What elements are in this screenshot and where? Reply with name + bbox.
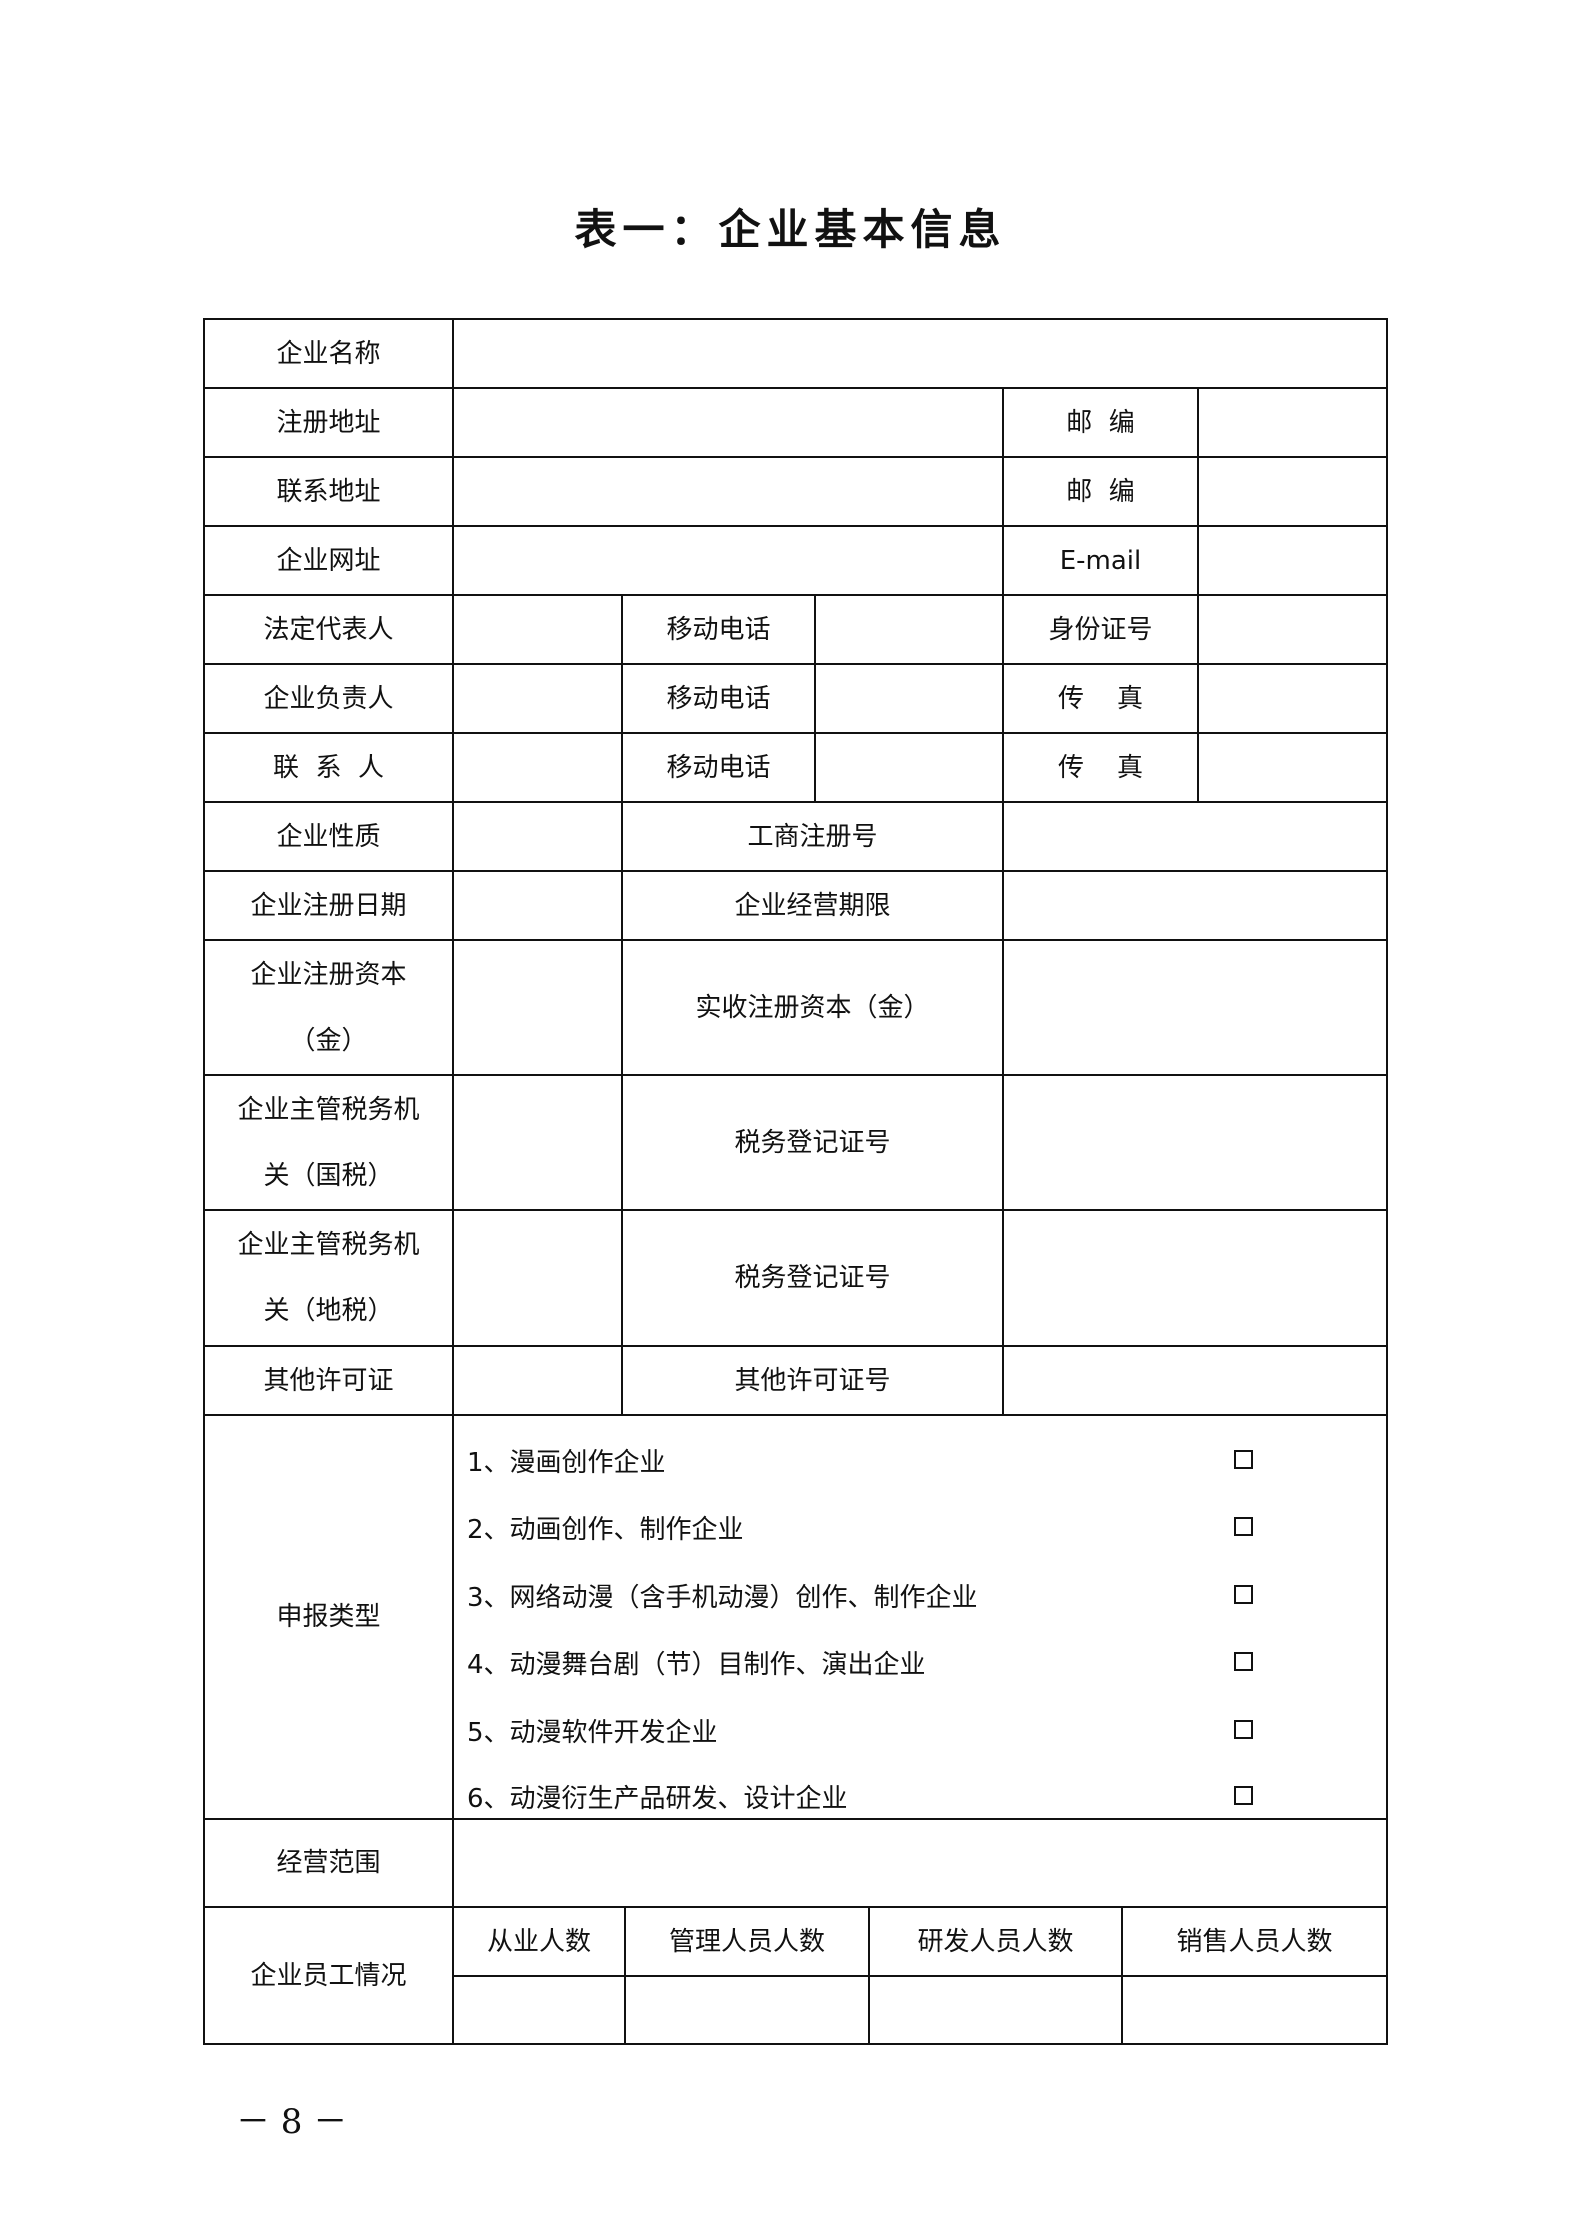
staff-header: 管理人员人数 (624, 1906, 870, 1977)
reg-date-field[interactable] (452, 870, 623, 941)
postcode-field[interactable] (1197, 387, 1388, 458)
staff-header: 研发人员人数 (868, 1906, 1123, 1977)
reg-address-field[interactable] (452, 387, 1004, 458)
fax-label: 传 真 (1002, 663, 1199, 734)
term-label: 企业经营期限 (621, 870, 1004, 941)
mobile-field[interactable] (814, 594, 1004, 665)
mobile-field[interactable] (814, 663, 1004, 734)
paid-capital-field[interactable] (1002, 939, 1388, 1076)
website-field[interactable] (452, 525, 1004, 596)
paid-capital-label: 实收注册资本（金） (621, 939, 1004, 1076)
declaration-item-checkbox[interactable] (1234, 1517, 1253, 1536)
fax-field[interactable] (1197, 663, 1388, 734)
business-scope-label: 经营范围 (203, 1818, 454, 1908)
declaration-item-checkbox[interactable] (1234, 1450, 1253, 1469)
tax-reg-no-field[interactable] (1002, 1074, 1388, 1211)
contact-person-field[interactable] (452, 732, 623, 803)
contact-address-field[interactable] (452, 456, 1004, 527)
manager-label: 企业负责人 (203, 663, 454, 734)
declaration-item-label: 4、动漫舞台剧（节）目制作、演出企业 (467, 1650, 926, 1680)
postcode-field[interactable] (1197, 456, 1388, 527)
nature-field[interactable] (452, 801, 623, 872)
declaration-item-checkbox[interactable] (1234, 1652, 1253, 1671)
term-field[interactable] (1002, 870, 1388, 941)
other-license-no-field[interactable] (1002, 1345, 1388, 1416)
staff-count-field[interactable] (624, 1975, 870, 2045)
mobile-field[interactable] (814, 732, 1004, 803)
reg-date-label: 企业注册日期 (203, 870, 454, 941)
reg-capital-field[interactable] (452, 939, 623, 1076)
nature-label: 企业性质 (203, 801, 454, 872)
tax-reg-no-field[interactable] (1002, 1209, 1388, 1347)
tax-national-label: 企业主管税务机 关（国税） (203, 1074, 454, 1211)
tax-reg-no-label: 税务登记证号 (621, 1074, 1004, 1211)
staff-header: 从业人数 (452, 1906, 626, 1977)
tax-national-field[interactable] (452, 1074, 623, 1211)
contact-person-label: 联 系 人 (203, 732, 454, 803)
id-number-field[interactable] (1197, 594, 1388, 665)
mobile-label: 移动电话 (621, 732, 816, 803)
postcode-label: 邮 编 (1002, 387, 1199, 458)
mobile-label: 移动电话 (621, 594, 816, 665)
declaration-item-label: 1、漫画创作企业 (467, 1448, 666, 1478)
staff-count-field[interactable] (452, 1975, 626, 2045)
other-license-label: 其他许可证 (203, 1345, 454, 1416)
legal-rep-label: 法定代表人 (203, 594, 454, 665)
company-name-field[interactable] (452, 318, 1388, 389)
contact-address-label: 联系地址 (203, 456, 454, 527)
website-label: 企业网址 (203, 525, 454, 596)
declaration-item-label: 3、网络动漫（含手机动漫）创作、制作企业 (467, 1583, 978, 1613)
biz-reg-no-label: 工商注册号 (621, 801, 1004, 872)
business-scope-field[interactable] (452, 1818, 1388, 1908)
staff-header: 销售人员人数 (1121, 1906, 1388, 1977)
declaration-item-checkbox[interactable] (1234, 1585, 1253, 1604)
reg-capital-label: 企业注册资本 （金） (203, 939, 454, 1076)
declaration-item-label: 6、动漫衍生产品研发、设计企业 (467, 1784, 848, 1814)
fax-label: 传 真 (1002, 732, 1199, 803)
postcode-label: 邮 编 (1002, 456, 1199, 527)
declaration-item-checkbox[interactable] (1234, 1720, 1253, 1739)
tax-local-label: 企业主管税务机 关（地税） (203, 1209, 454, 1347)
other-license-no-label: 其他许可证号 (621, 1345, 1004, 1416)
page-number: － 8 － (236, 2102, 348, 2142)
fax-field[interactable] (1197, 732, 1388, 803)
other-license-field[interactable] (452, 1345, 623, 1416)
legal-rep-field[interactable] (452, 594, 623, 665)
reg-address-label: 注册地址 (203, 387, 454, 458)
declaration-item-label: 2、动画创作、制作企业 (467, 1515, 744, 1545)
declaration-type-label: 申报类型 (203, 1414, 454, 1820)
tax-local-field[interactable] (452, 1209, 623, 1347)
declaration-item-label: 5、动漫软件开发企业 (467, 1718, 718, 1748)
staff-count-field[interactable] (868, 1975, 1123, 2045)
email-label: E-mail (1002, 525, 1199, 596)
tax-reg-no-label: 税务登记证号 (621, 1209, 1004, 1347)
biz-reg-no-field[interactable] (1002, 801, 1388, 872)
id-number-label: 身份证号 (1002, 594, 1199, 665)
declaration-item-checkbox[interactable] (1234, 1786, 1253, 1805)
staff-label: 企业员工情况 (203, 1906, 454, 2045)
company-name-label: 企业名称 (203, 318, 454, 389)
staff-count-field[interactable] (1121, 1975, 1388, 2045)
email-field[interactable] (1197, 525, 1388, 596)
page-title: 表一：企业基本信息 (574, 205, 1007, 254)
manager-field[interactable] (452, 663, 623, 734)
mobile-label: 移动电话 (621, 663, 816, 734)
